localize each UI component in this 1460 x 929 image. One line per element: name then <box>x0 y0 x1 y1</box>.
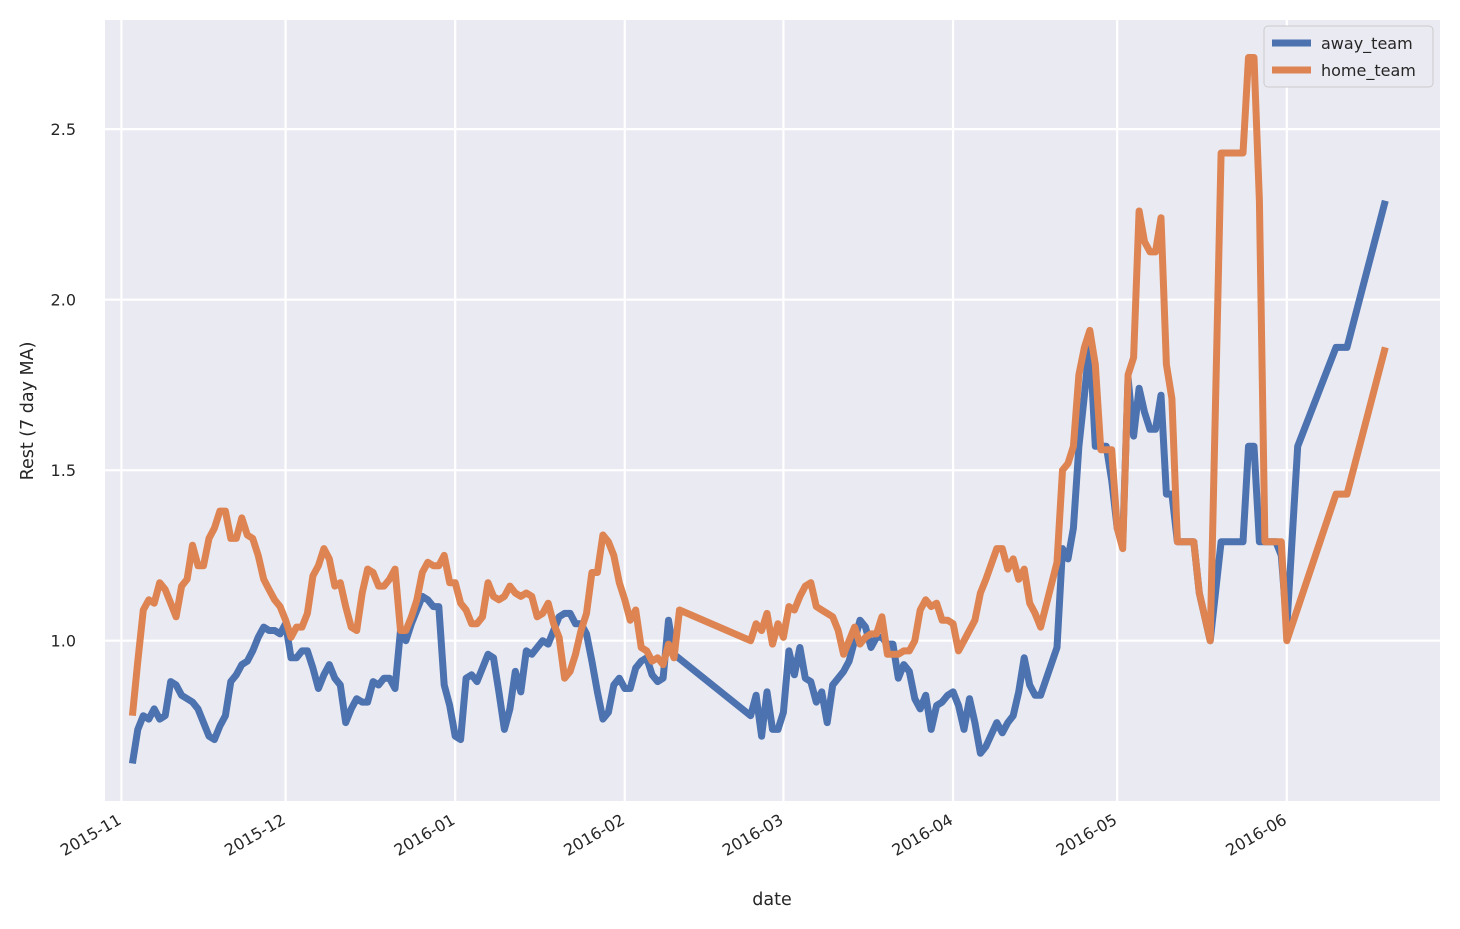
y-tick-label: 1.0 <box>51 632 76 651</box>
grid-lines <box>105 20 1440 801</box>
x-tick-label: 2016-06 <box>1222 810 1289 860</box>
x-tick-label: 2015-12 <box>221 810 288 860</box>
x-axis-ticks: 2015-11 2015-12 2016-01 2016-02 2016-03 2016-… <box>57 810 1290 860</box>
series-line-away-team <box>128 199 1389 765</box>
series-line-home-team <box>128 54 1389 717</box>
legend: away_team home_team <box>1263 25 1434 88</box>
x-tick-label: 2016-02 <box>560 810 627 860</box>
y-tick-label: 2.0 <box>51 291 76 310</box>
plot-background <box>105 20 1440 801</box>
x-tick-label: 2016-04 <box>889 810 956 860</box>
y-tick-label: 2.5 <box>51 120 76 139</box>
series-lines <box>128 54 1389 765</box>
x-axis-label: date <box>752 890 791 910</box>
legend-label-away-team: away_team <box>1321 34 1413 54</box>
x-tick-label: 2016-01 <box>391 810 458 860</box>
y-axis-label: Rest (7 day MA) <box>18 342 38 481</box>
x-tick-label: 2015-11 <box>57 810 124 860</box>
y-tick-label: 1.5 <box>51 461 76 480</box>
x-tick-label: 2016-05 <box>1053 810 1120 860</box>
y-axis-ticks: 1.0 1.5 2.0 2.5 <box>51 120 76 651</box>
legend-label-home-team: home_team <box>1321 61 1416 81</box>
x-tick-label: 2016-03 <box>719 810 786 860</box>
